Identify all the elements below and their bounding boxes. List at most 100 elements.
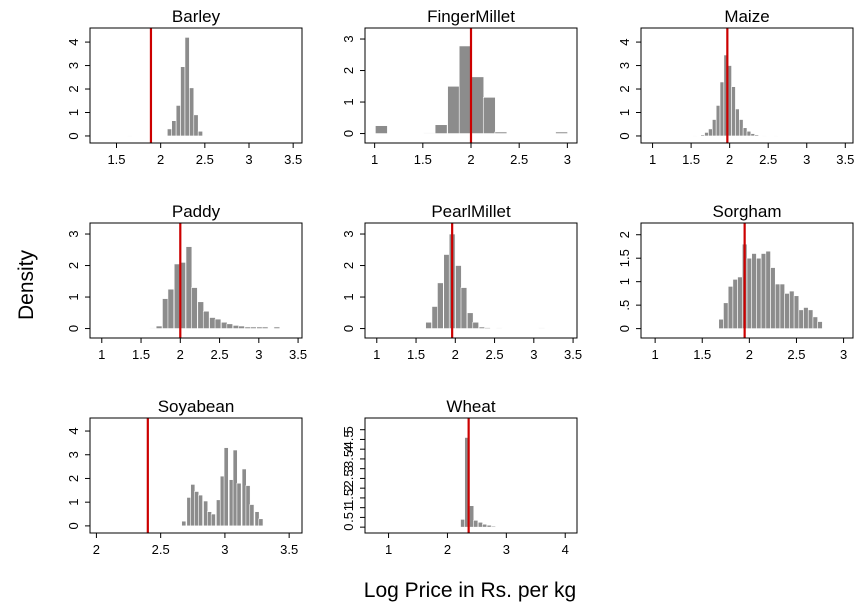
histogram-bar <box>715 105 721 137</box>
x-tick-label: 1.5 <box>407 347 425 362</box>
histogram-bar <box>155 325 163 329</box>
histogram-bar <box>704 132 709 137</box>
histogram-bar <box>258 518 264 527</box>
histogram-bar <box>817 321 823 329</box>
x-tick-label: 1.5 <box>414 152 432 167</box>
histogram-bar <box>496 327 503 329</box>
histogram-bar <box>171 120 177 137</box>
panel-sorgham: Sorgham 1 1.5 2 2.5 3 0 .5 1 1.5 2 <box>617 202 854 362</box>
x-tick-label: 2.5 <box>486 347 504 362</box>
histogram-bar <box>214 318 222 329</box>
histogram-bar <box>466 312 474 329</box>
panel-title: Soyabean <box>158 397 235 416</box>
x-tick-label: 2.5 <box>211 347 229 362</box>
y-tick-label: 5 <box>341 426 356 433</box>
panel-frame <box>364 417 578 534</box>
histogram-bar <box>162 298 169 329</box>
panel-soyabean: Soyabean 2 2.5 3 3.5 0 1 2 3 4 <box>66 397 303 557</box>
histogram-bar <box>189 87 195 137</box>
histogram-bar <box>191 287 198 329</box>
y-tick-label: 2 <box>341 485 356 492</box>
x-tick-label: 1 <box>649 152 656 167</box>
histogram-bar <box>167 288 175 329</box>
y-tick-label: 0 <box>341 130 356 137</box>
histogram-bar <box>750 133 756 137</box>
x-tick-label: 2 <box>467 152 474 167</box>
histogram-bar <box>737 276 743 329</box>
panel-title: FingerMillet <box>427 7 515 26</box>
y-tick-label: 2 <box>617 231 632 238</box>
y-tick-label: 1 <box>341 504 356 511</box>
y-tick-label: .5 <box>617 300 632 311</box>
y-tick-label: 0 <box>66 325 81 332</box>
y-tick-label: 0 <box>617 132 632 139</box>
panel-paddy: Paddy 1 1.5 2 2.5 3 3.5 0 1 2 3 <box>66 202 307 362</box>
histogram-bar <box>181 520 187 527</box>
panel-title: Maize <box>724 7 769 26</box>
histogram-bar <box>482 523 488 528</box>
y-tick-label: 0 <box>341 325 356 332</box>
y-axis-label: Density <box>15 249 38 320</box>
y-tick-label: 3 <box>66 62 81 69</box>
y-tick-label: 2 <box>617 85 632 92</box>
y-tick-label: 2 <box>66 262 81 269</box>
x-tick-label: 3 <box>245 152 252 167</box>
histogram-bar <box>210 513 216 527</box>
x-tick-label: 3 <box>803 152 810 167</box>
y-tick-label: 1.5 <box>617 249 632 267</box>
histogram-bar <box>256 326 263 329</box>
histogram-bar <box>175 105 181 137</box>
histogram-bar <box>494 131 508 134</box>
histogram-bar <box>221 321 228 329</box>
y-tick-label: .5 <box>341 512 356 523</box>
histogram-bar <box>760 253 767 329</box>
x-tick-label: 2 <box>444 542 451 557</box>
y-tick-label: 1 <box>341 98 356 105</box>
x-tick-label: 3.5 <box>836 152 854 167</box>
histogram-bar <box>751 253 757 329</box>
histogram-bar <box>184 37 190 137</box>
x-tick-label: 3 <box>503 542 510 557</box>
panel-frame <box>364 222 578 339</box>
x-tick-label: 1 <box>652 347 659 362</box>
x-tick-label: 2 <box>157 152 164 167</box>
histogram-bar <box>732 279 738 329</box>
y-tick-label: 1 <box>341 293 356 300</box>
histogram-bar <box>478 326 486 329</box>
panel-frame <box>640 222 854 339</box>
panel-maize: Maize 1 1.5 2 2.5 3 3.5 0 1 2 3 4 <box>617 7 854 167</box>
histogram-bar <box>460 519 466 528</box>
y-tick-label: 0 <box>341 524 356 531</box>
x-tick-label: 1.5 <box>132 347 150 362</box>
x-tick-label: 2 <box>726 152 733 167</box>
y-tick-label: 2 <box>341 262 356 269</box>
x-axis-label: Log Price in Rs. per kg <box>364 579 576 602</box>
histogram-bar <box>423 132 436 134</box>
histogram-bar <box>197 301 204 329</box>
histogram-bar <box>202 310 210 329</box>
x-tick-label: 1 <box>98 347 105 362</box>
x-tick-label: 1.5 <box>107 152 125 167</box>
histogram-bar <box>209 317 216 329</box>
y-tick-label: 4 <box>66 427 81 434</box>
histogram-bar <box>455 265 462 329</box>
histogram-bar <box>244 326 252 329</box>
histogram-bar <box>754 134 759 137</box>
x-tick-label: 2.5 <box>759 152 777 167</box>
histogram-bar <box>223 447 229 527</box>
histogram-bar <box>482 97 496 134</box>
histogram-bar <box>723 302 729 329</box>
histogram-bar <box>473 520 479 528</box>
y-tick-label: 4 <box>617 38 632 45</box>
histogram-bar <box>770 267 776 329</box>
panel-frame <box>89 222 303 339</box>
histogram-bar <box>779 283 785 329</box>
histogram-bar <box>437 282 444 329</box>
x-tick-label: 2.5 <box>787 347 805 362</box>
y-tick-label: 4.5 <box>341 430 356 448</box>
panel-title: Wheat <box>446 397 495 416</box>
y-tick-label: 3 <box>66 230 81 237</box>
